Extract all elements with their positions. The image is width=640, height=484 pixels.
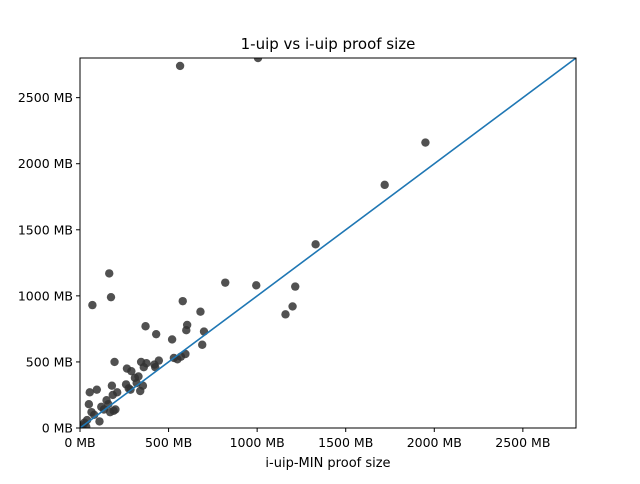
y-axis: 0 MB 500 MB 1000 MB 1500 MB 2000 MB 2500 MB [18,90,80,436]
scatter-point [89,410,99,419]
x-axis-label: i-uip-MIN proof size [265,456,390,471]
scatter-point [380,180,389,190]
scatter-point [199,327,209,336]
scatter-point [182,320,192,330]
y-tick-label: 1500 MB [18,222,73,237]
chart-title: 1-uip vs i-uip proof size [241,35,416,53]
scatter-point [281,310,290,319]
scatter-point [154,356,164,365]
scatter-point [111,405,120,414]
scatter-point [178,296,187,306]
scatter-point [196,307,205,316]
scatter-point [82,415,92,425]
scatter-point [311,240,320,249]
scatter-point [198,340,207,349]
scatter-point [142,359,151,368]
scatter-point [92,385,102,394]
y-tick-label: 1000 MB [18,288,73,303]
scatter-point [88,300,97,310]
scatter-point [421,138,430,147]
scatter-point [167,335,177,344]
scatter-point [95,417,104,426]
x-tick-label: 2500 MB [495,435,550,450]
scatter-point [107,381,117,390]
scatter-point [105,269,114,278]
scatter-point [84,400,94,409]
scatter-point [252,281,261,290]
y-tick-label: 2500 MB [18,90,73,105]
scatter-point [288,302,297,311]
x-tick-label: 1500 MB [318,435,373,450]
scatter-point [151,329,161,339]
scatter-point [104,400,113,409]
y-tick-label: 500 MB [26,354,73,369]
scatter-point [113,388,122,397]
plot-frame [79,57,577,429]
x-tick-label: 500 MB [145,435,192,450]
scatter-point [141,322,150,331]
scatter-point [253,58,263,63]
scatter-point [175,61,185,71]
scatter-point [127,366,136,376]
scatter-point [110,357,119,367]
x-axis: 0 MB 500 MB 1000 MB 1500 MB 2000 MB 2500 MB [64,428,550,450]
y-tick-label: 2000 MB [18,156,73,171]
x-tick-label: 1000 MB [230,435,285,450]
scatter-point [134,372,143,381]
x-tick-label: 0 MB [64,435,95,450]
scatter-point [291,282,300,291]
scatter-point [221,278,230,287]
scatter-point [106,292,116,302]
x-tick-label: 2000 MB [407,435,462,450]
reference-line [80,58,576,428]
plot-area [80,58,576,428]
y-tick-label: 0 MB [42,421,73,436]
scatter-point [85,388,94,397]
